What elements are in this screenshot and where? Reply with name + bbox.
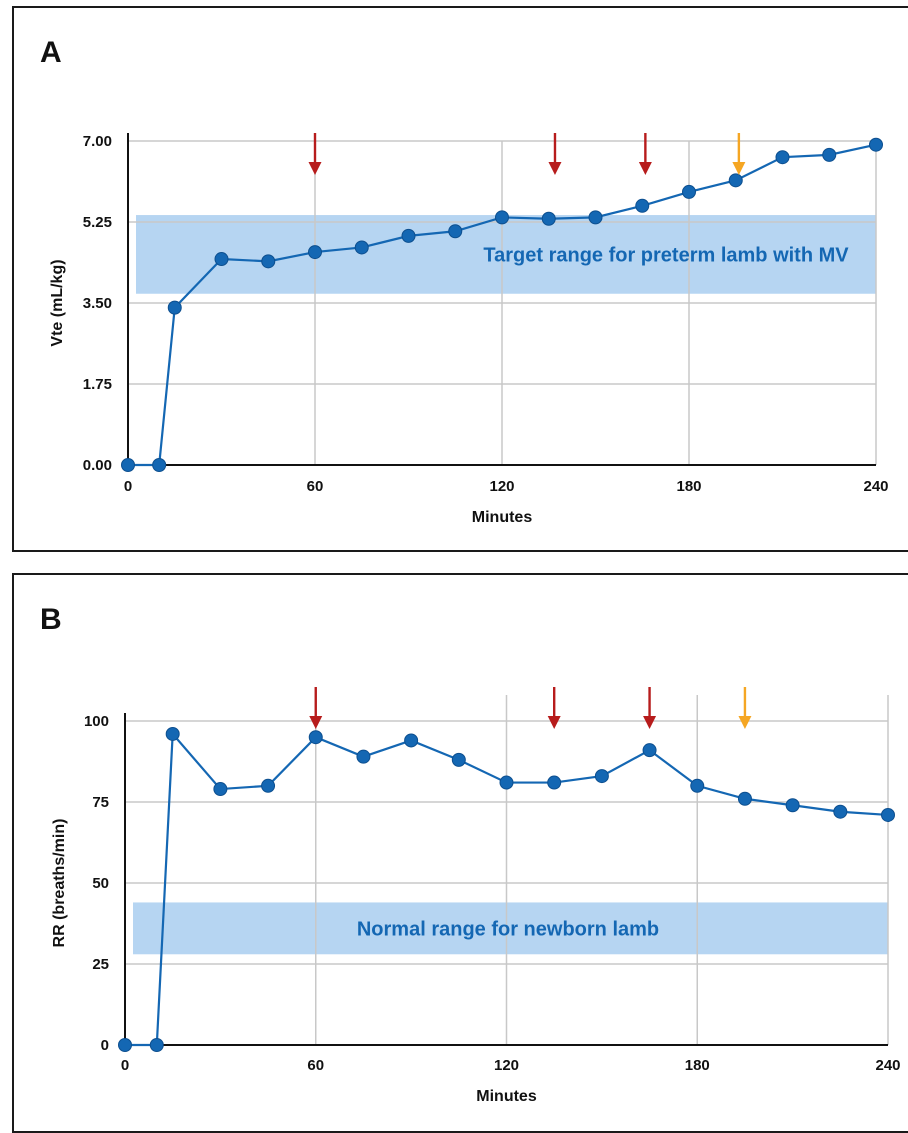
panel-b: B Normal range for newborn lamb 0 25 50 75 10… [12, 573, 908, 1133]
data-point [402, 229, 415, 242]
x-axis-title: Minutes [472, 509, 533, 526]
data-point [776, 151, 789, 164]
data-point [738, 792, 751, 805]
data-point [589, 211, 602, 224]
band-label: Normal range for newborn lamb [357, 918, 659, 940]
data-point [882, 808, 895, 821]
red-arrowhead-icon [309, 716, 322, 729]
data-point [500, 776, 513, 789]
red-arrowhead-icon [548, 162, 561, 175]
x-tick-label: 240 [875, 1057, 900, 1074]
data-point [542, 212, 555, 225]
data-point [405, 734, 418, 747]
data-point [729, 174, 742, 187]
data-point [119, 1039, 132, 1052]
data-point [823, 148, 836, 161]
orange-arrowhead-icon [738, 716, 751, 729]
data-point [122, 459, 135, 472]
y-tick-label: 25 [92, 956, 109, 973]
data-point [870, 138, 883, 151]
x-tick-label: 120 [494, 1057, 519, 1074]
data-point [786, 799, 799, 812]
data-point [643, 744, 656, 757]
data-point [683, 185, 696, 198]
orange-arrowhead-icon [732, 162, 745, 175]
x-tick-label: 240 [863, 478, 888, 495]
y-axis-title: Vte (mL/kg) [49, 259, 66, 346]
data-point [262, 779, 275, 792]
data-point [166, 727, 179, 740]
vte-chart: Target range for preterm lamb with MV 0.0… [14, 8, 908, 550]
data-point [262, 255, 275, 268]
data-point [834, 805, 847, 818]
data-point [309, 246, 322, 259]
data-point [153, 459, 166, 472]
data-point [548, 776, 561, 789]
red-arrowhead-icon [643, 716, 656, 729]
y-tick-label: 75 [92, 794, 109, 811]
x-tick-label: 0 [121, 1057, 129, 1074]
y-tick-label: 7.00 [83, 133, 112, 150]
x-tick-label: 60 [307, 478, 324, 495]
data-point [691, 779, 704, 792]
red-arrowhead-icon [639, 162, 652, 175]
red-arrowhead-icon [548, 716, 561, 729]
y-tick-label: 3.50 [83, 295, 112, 312]
x-tick-label: 180 [685, 1057, 710, 1074]
data-point [355, 241, 368, 254]
x-tick-label: 0 [124, 478, 132, 495]
x-tick-label: 120 [489, 478, 514, 495]
data-point [595, 770, 608, 783]
data-point [214, 783, 227, 796]
data-point [452, 753, 465, 766]
y-tick-label: 100 [84, 713, 109, 730]
y-tick-label: 5.25 [83, 214, 112, 231]
data-point [636, 199, 649, 212]
data-point [168, 301, 181, 314]
data-point [357, 750, 370, 763]
rr-chart: Normal range for newborn lamb 0 25 50 75 100 0… [14, 575, 908, 1131]
data-point [496, 211, 509, 224]
panel-a: A Target range for preterm lamb with MV 0… [12, 6, 908, 552]
x-tick-label: 180 [676, 478, 701, 495]
y-tick-label: 0 [101, 1037, 109, 1054]
y-tick-label: 0.00 [83, 457, 112, 474]
red-arrowhead-icon [309, 162, 322, 175]
y-tick-label: 50 [92, 875, 109, 892]
x-tick-label: 60 [307, 1057, 324, 1074]
data-point [309, 731, 322, 744]
data-point [449, 225, 462, 238]
data-point [215, 253, 228, 266]
x-axis-title: Minutes [476, 1088, 537, 1105]
data-point [150, 1039, 163, 1052]
band-label: Target range for preterm lamb with MV [483, 244, 849, 266]
y-axis-title: RR (breaths/min) [51, 819, 68, 948]
y-tick-label: 1.75 [83, 376, 112, 393]
